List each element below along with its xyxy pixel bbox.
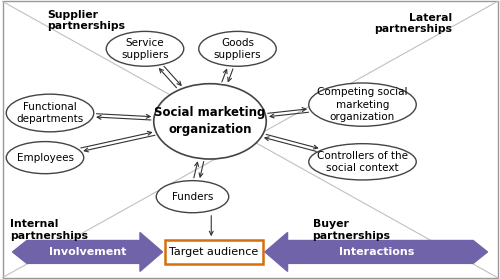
Ellipse shape — [6, 141, 84, 174]
Ellipse shape — [309, 83, 416, 126]
Ellipse shape — [309, 144, 416, 180]
Text: Service
suppliers: Service suppliers — [121, 38, 169, 60]
Text: Target audience: Target audience — [169, 247, 258, 257]
Text: Supplier
partnerships: Supplier partnerships — [48, 10, 126, 31]
Ellipse shape — [154, 84, 266, 159]
Text: Functional
departments: Functional departments — [16, 102, 84, 124]
Ellipse shape — [199, 32, 276, 66]
Ellipse shape — [6, 94, 94, 132]
Polygon shape — [12, 232, 162, 271]
Text: Lateral
partnerships: Lateral partnerships — [374, 13, 452, 34]
Text: Buyer
partnerships: Buyer partnerships — [312, 219, 390, 240]
Text: Internal
partnerships: Internal partnerships — [10, 219, 88, 240]
Text: Social marketing
organization: Social marketing organization — [154, 106, 266, 136]
Text: Competing social
marketing
organization: Competing social marketing organization — [318, 87, 408, 122]
Text: Goods
suppliers: Goods suppliers — [214, 38, 262, 60]
FancyBboxPatch shape — [165, 240, 262, 264]
Ellipse shape — [106, 32, 184, 66]
Text: Funders: Funders — [172, 192, 213, 202]
Text: Interactions: Interactions — [338, 247, 414, 257]
Text: Controllers of the
social context: Controllers of the social context — [317, 151, 408, 173]
Text: Involvement: Involvement — [49, 247, 126, 257]
Ellipse shape — [156, 181, 229, 213]
Polygon shape — [265, 232, 488, 271]
Text: Employees: Employees — [16, 153, 74, 163]
